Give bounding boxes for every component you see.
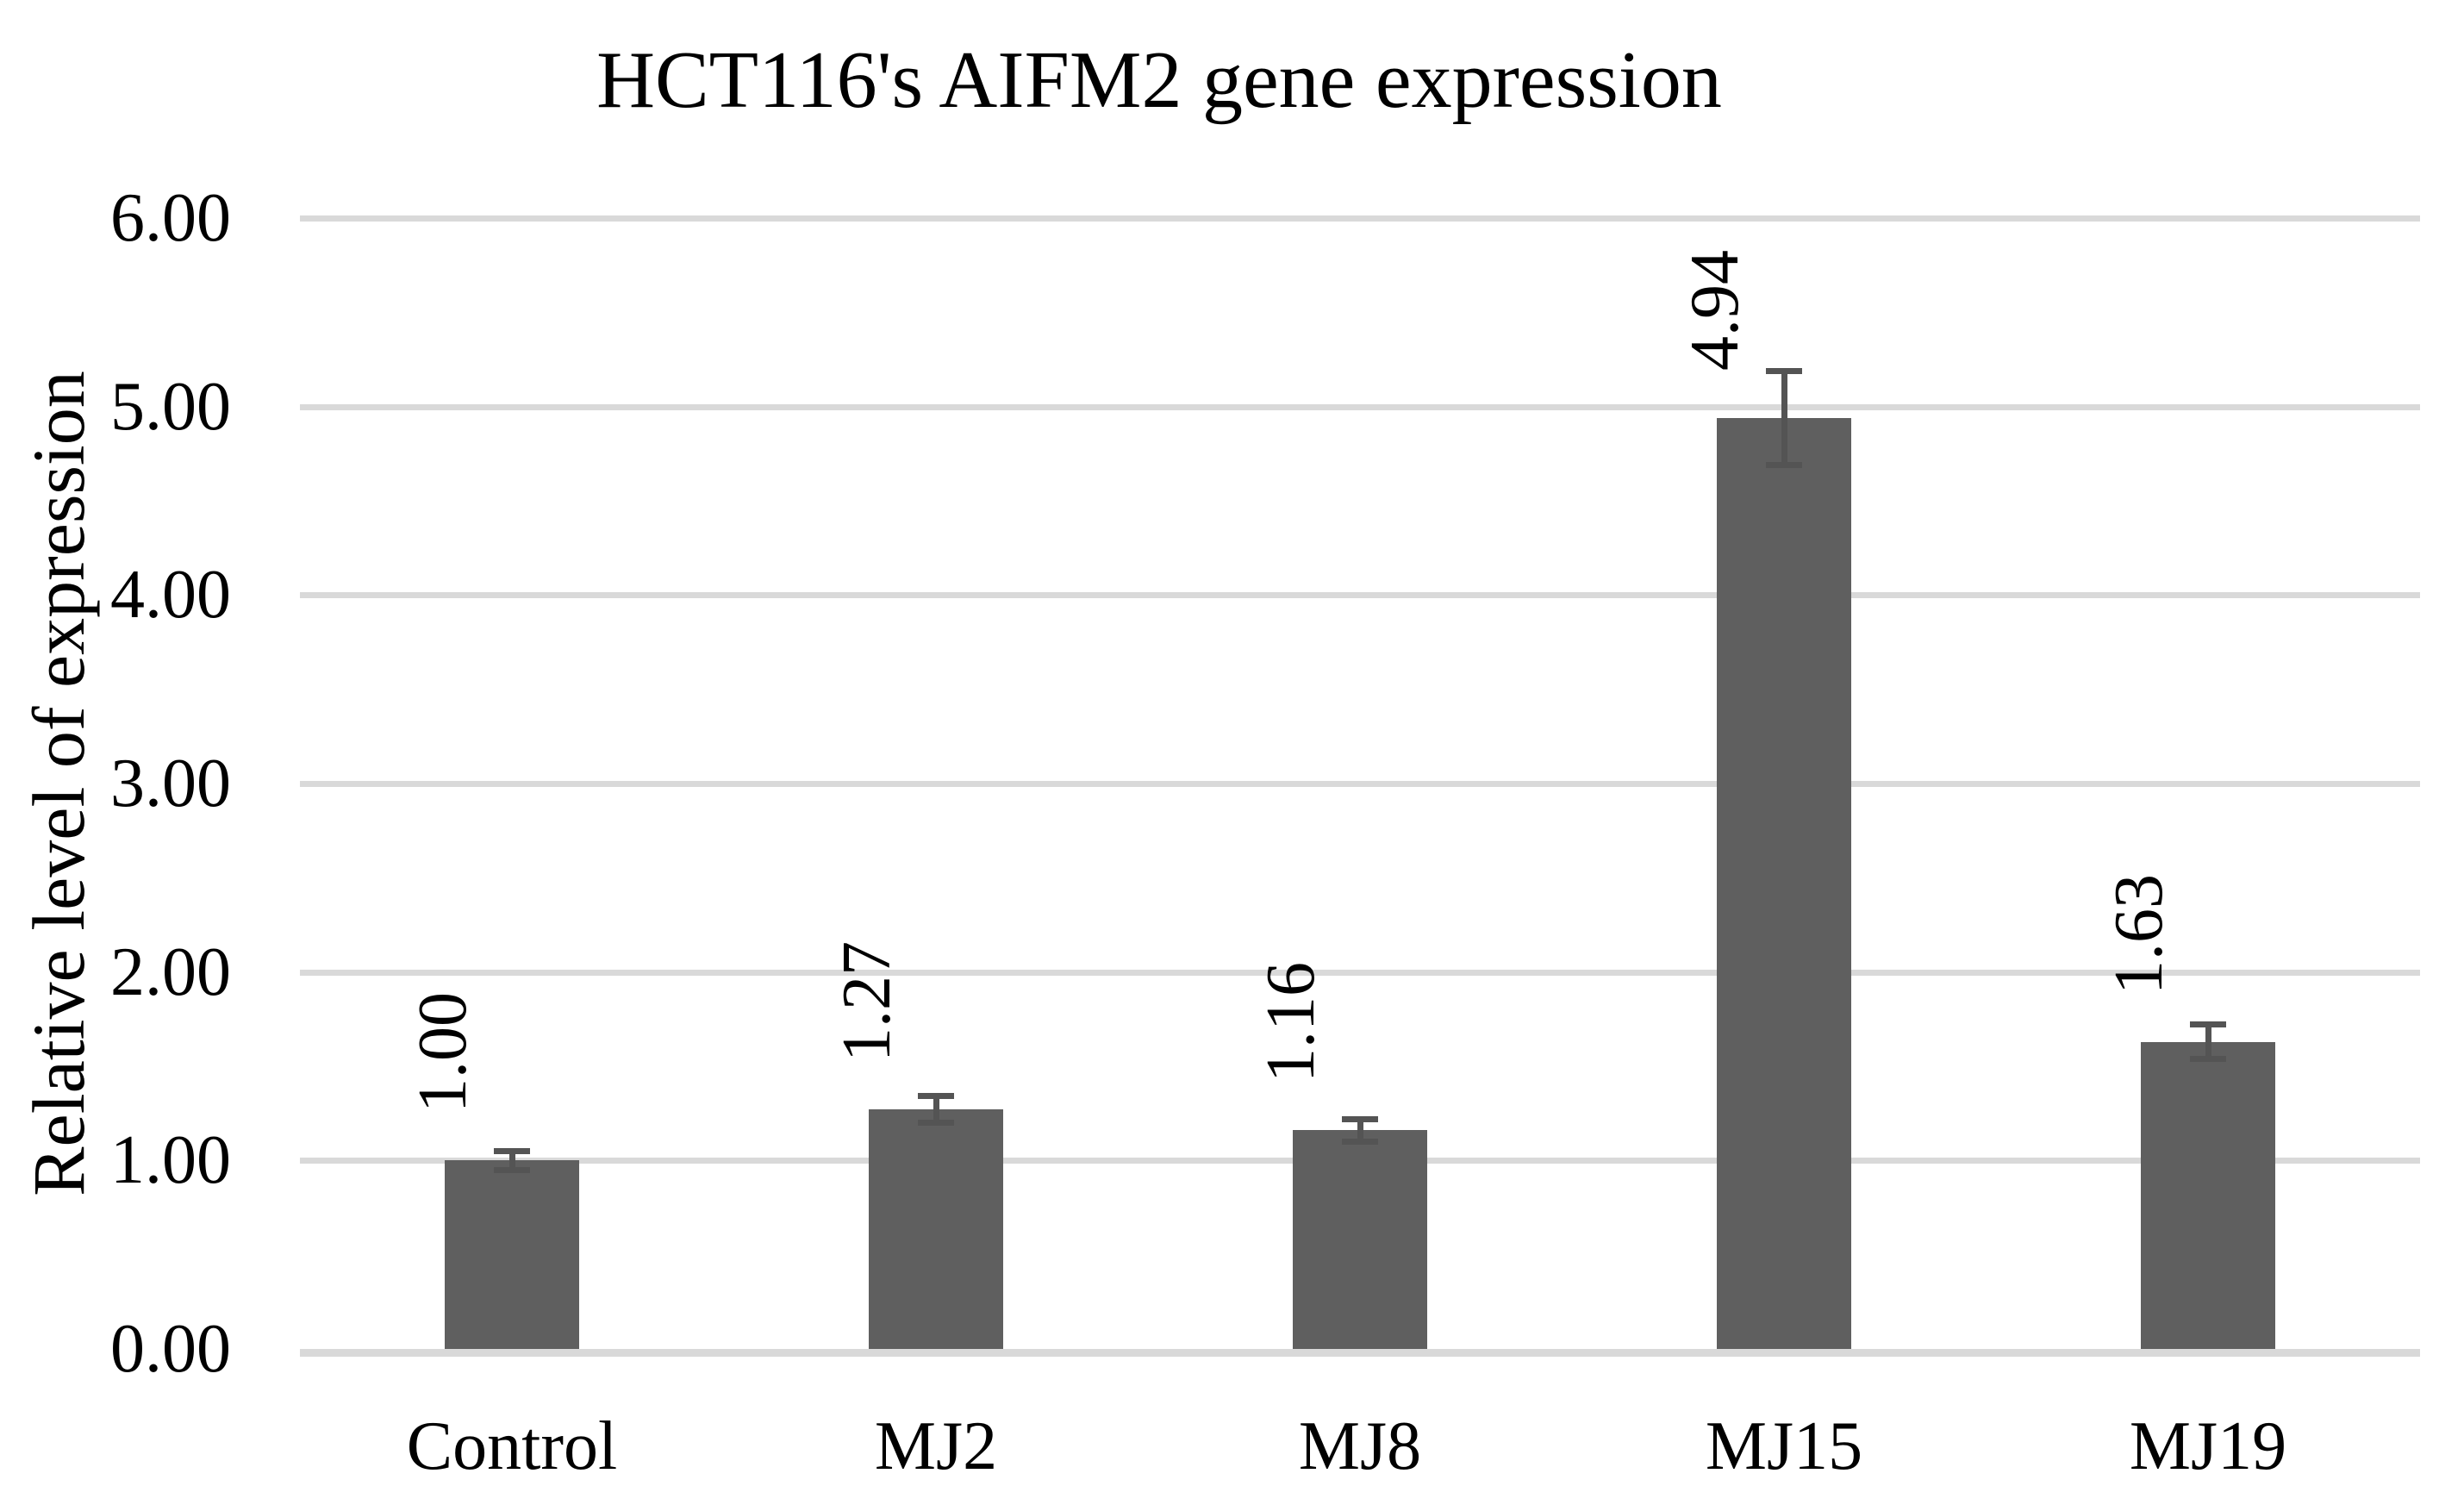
error-bar — [1781, 371, 1787, 465]
y-tick-label: 3.00 — [110, 746, 231, 821]
error-bar-top-cap — [918, 1093, 954, 1100]
y-tick-label: 5.00 — [110, 368, 231, 445]
bar-value-label: 4.94 — [1677, 249, 1753, 371]
y-tick-label: 4.00 — [110, 557, 231, 634]
error-bar-top-cap — [1766, 367, 1802, 374]
bar-mj8 — [1293, 1130, 1427, 1349]
bar-mj19 — [2141, 1041, 2275, 1349]
error-bar-bottom-cap — [918, 1120, 954, 1127]
x-axis-category-label: MJ15 — [1705, 1408, 1863, 1484]
bar-value-label: 1.63 — [2101, 873, 2177, 995]
bar-control — [445, 1160, 579, 1349]
gridline — [300, 969, 2420, 976]
gridline — [300, 215, 2420, 222]
error-bar-bottom-cap — [2190, 1055, 2226, 1062]
bar-mj15 — [1717, 417, 1851, 1349]
y-tick-label: 0.00 — [110, 1311, 231, 1387]
x-axis-category-label: MJ8 — [1298, 1408, 1422, 1484]
bar-value-label: 1.27 — [829, 941, 905, 1063]
x-axis-category-label: Control — [406, 1408, 618, 1484]
error-bar — [933, 1096, 939, 1123]
x-axis-category-label: MJ2 — [874, 1408, 998, 1484]
y-tick-label: 2.00 — [110, 933, 231, 1010]
chart-title: HCT116's AIFM2 gene expression — [596, 35, 1722, 125]
bar-value-label: 1.16 — [1253, 962, 1329, 1083]
error-bar-top-cap — [494, 1147, 530, 1154]
error-bar-top-cap — [2190, 1021, 2226, 1028]
error-bar-bottom-cap — [1766, 461, 1802, 468]
error-bar-bottom-cap — [1342, 1138, 1378, 1145]
x-axis-category-label: MJ19 — [2129, 1408, 2287, 1484]
gridline — [300, 592, 2420, 599]
x-axis-line — [300, 1349, 2420, 1357]
y-tick-label: 1.00 — [110, 1122, 231, 1199]
y-tick-label: 6.00 — [110, 180, 231, 256]
gridline — [300, 403, 2420, 410]
error-bar-top-cap — [1342, 1115, 1378, 1122]
error-bar — [2205, 1024, 2211, 1059]
error-bar-bottom-cap — [494, 1166, 530, 1173]
bar-mj2 — [869, 1109, 1003, 1349]
bar-value-label: 1.00 — [405, 992, 481, 1114]
error-bar — [1357, 1119, 1363, 1142]
gridline — [300, 781, 2420, 787]
error-bar — [508, 1151, 515, 1171]
